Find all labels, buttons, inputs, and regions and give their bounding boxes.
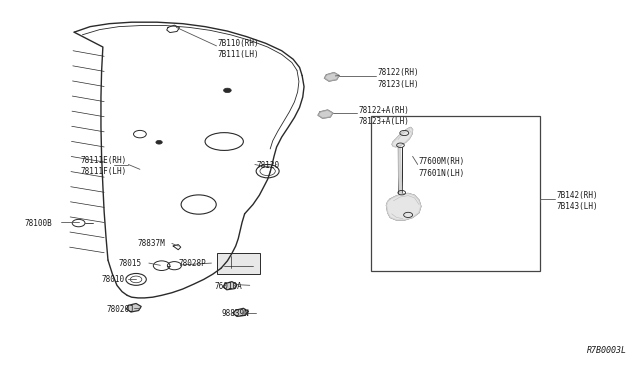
Polygon shape: [318, 110, 333, 118]
Text: 78010: 78010: [102, 275, 125, 284]
Text: 78111E(RH)
78111F(LH): 78111E(RH) 78111F(LH): [81, 155, 127, 176]
Text: 7B142(RH)
7B143(LH): 7B142(RH) 7B143(LH): [556, 191, 598, 211]
Polygon shape: [233, 308, 248, 317]
Text: 76010A: 76010A: [214, 282, 243, 291]
Bar: [371, 116, 540, 271]
Polygon shape: [324, 73, 339, 81]
Polygon shape: [387, 193, 421, 220]
Text: 77600M(RH)
77601N(LH): 77600M(RH) 77601N(LH): [419, 157, 465, 177]
Polygon shape: [223, 282, 237, 290]
Polygon shape: [398, 146, 402, 193]
Text: 78020J: 78020J: [106, 305, 134, 314]
Text: 7B110(RH)
7B111(LH): 7B110(RH) 7B111(LH): [218, 39, 259, 59]
Circle shape: [223, 88, 231, 93]
Circle shape: [156, 140, 163, 144]
Bar: [216, 253, 260, 274]
Text: 78122(RH)
78123(LH): 78122(RH) 78123(LH): [378, 68, 419, 89]
Text: 78015: 78015: [119, 259, 142, 268]
Polygon shape: [127, 304, 141, 312]
Text: 78120: 78120: [256, 161, 279, 170]
Text: 78028P: 78028P: [178, 259, 206, 268]
Text: 78100B: 78100B: [25, 219, 52, 228]
Text: 78837M: 78837M: [138, 239, 166, 248]
Text: 98839N: 98839N: [221, 310, 249, 318]
Polygon shape: [392, 128, 413, 147]
Text: 78122+A(RH)
78123+A(LH): 78122+A(RH) 78123+A(LH): [358, 106, 409, 126]
Text: R7B0003L: R7B0003L: [586, 346, 627, 355]
